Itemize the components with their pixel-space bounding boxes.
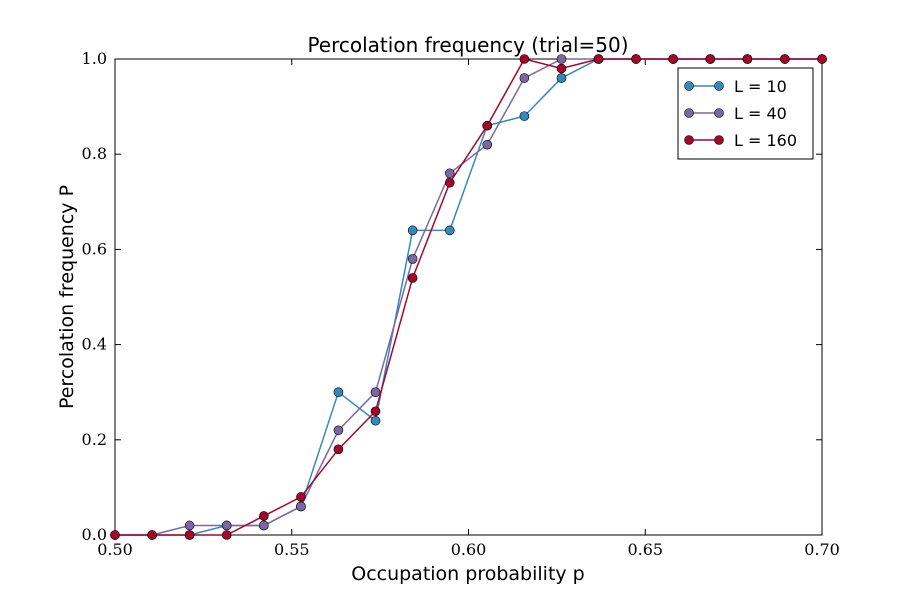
data-point bbox=[221, 530, 232, 540]
data-point bbox=[780, 54, 790, 64]
legend-marker bbox=[714, 135, 724, 145]
y-axis-label: Percolation frequency P bbox=[56, 185, 78, 409]
legend-marker bbox=[684, 81, 694, 91]
data-point bbox=[705, 54, 716, 64]
data-point bbox=[519, 73, 530, 83]
data-point bbox=[184, 520, 195, 531]
data-point bbox=[519, 111, 530, 121]
data-point bbox=[110, 530, 120, 540]
x-tick-label: 0.60 bbox=[451, 540, 487, 559]
y-tick-label: 1.0 bbox=[82, 49, 107, 68]
y-tick-label: 0.6 bbox=[82, 239, 107, 258]
data-point bbox=[444, 168, 455, 179]
data-point bbox=[407, 225, 418, 236]
legend-marker bbox=[684, 108, 694, 118]
data-point bbox=[444, 177, 455, 188]
data-point bbox=[482, 120, 493, 131]
data-point bbox=[333, 387, 344, 398]
data-point bbox=[556, 73, 567, 83]
data-point bbox=[296, 501, 306, 512]
data-point bbox=[482, 139, 493, 150]
legend-label: L = 10 bbox=[734, 77, 787, 96]
data-point bbox=[184, 530, 195, 540]
legend-item: L = 10 bbox=[684, 77, 787, 96]
legend-marker bbox=[684, 135, 694, 145]
legend-label: L = 40 bbox=[734, 104, 787, 123]
data-point bbox=[519, 54, 530, 64]
data-point bbox=[333, 444, 344, 455]
data-point bbox=[407, 273, 418, 283]
data-point bbox=[370, 387, 381, 398]
legend-marker bbox=[714, 81, 724, 91]
legend-item: L = 40 bbox=[684, 104, 787, 123]
data-point bbox=[259, 520, 269, 531]
data-point bbox=[556, 54, 567, 64]
chart-title: Percolation frequency (trial=50) bbox=[307, 33, 628, 57]
x-tick-label: 0.50 bbox=[97, 540, 133, 559]
data-point bbox=[444, 225, 455, 236]
legend-label: L = 160 bbox=[734, 131, 797, 150]
data-point bbox=[668, 54, 678, 64]
series-2 bbox=[110, 54, 827, 540]
y-tick-label: 0.4 bbox=[82, 335, 107, 354]
data-point bbox=[742, 54, 753, 64]
y-tick-label: 0.0 bbox=[82, 525, 107, 544]
data-point bbox=[407, 254, 418, 264]
data-point bbox=[221, 520, 232, 531]
x-tick-label: 0.70 bbox=[804, 540, 840, 559]
x-tick-label: 0.65 bbox=[627, 540, 663, 559]
data-point bbox=[817, 54, 827, 64]
data-point bbox=[556, 63, 567, 74]
legend-marker bbox=[714, 108, 724, 118]
data-point bbox=[296, 492, 306, 502]
series-line bbox=[115, 58, 822, 536]
legend: L = 10 L = 40 L = 160 bbox=[677, 67, 814, 160]
x-axis-label: Occupation probability p bbox=[351, 563, 585, 585]
data-point bbox=[593, 54, 604, 64]
x-tick-label: 0.55 bbox=[274, 540, 310, 559]
legend-item: L = 160 bbox=[684, 131, 797, 150]
data-point bbox=[333, 425, 344, 436]
data-point bbox=[259, 511, 269, 521]
data-point bbox=[147, 530, 157, 540]
y-tick-label: 0.2 bbox=[82, 430, 107, 449]
series-layer bbox=[110, 54, 827, 540]
data-point bbox=[370, 406, 381, 417]
y-tick-label: 0.8 bbox=[82, 144, 107, 163]
data-point bbox=[370, 415, 381, 426]
data-point bbox=[631, 54, 641, 64]
